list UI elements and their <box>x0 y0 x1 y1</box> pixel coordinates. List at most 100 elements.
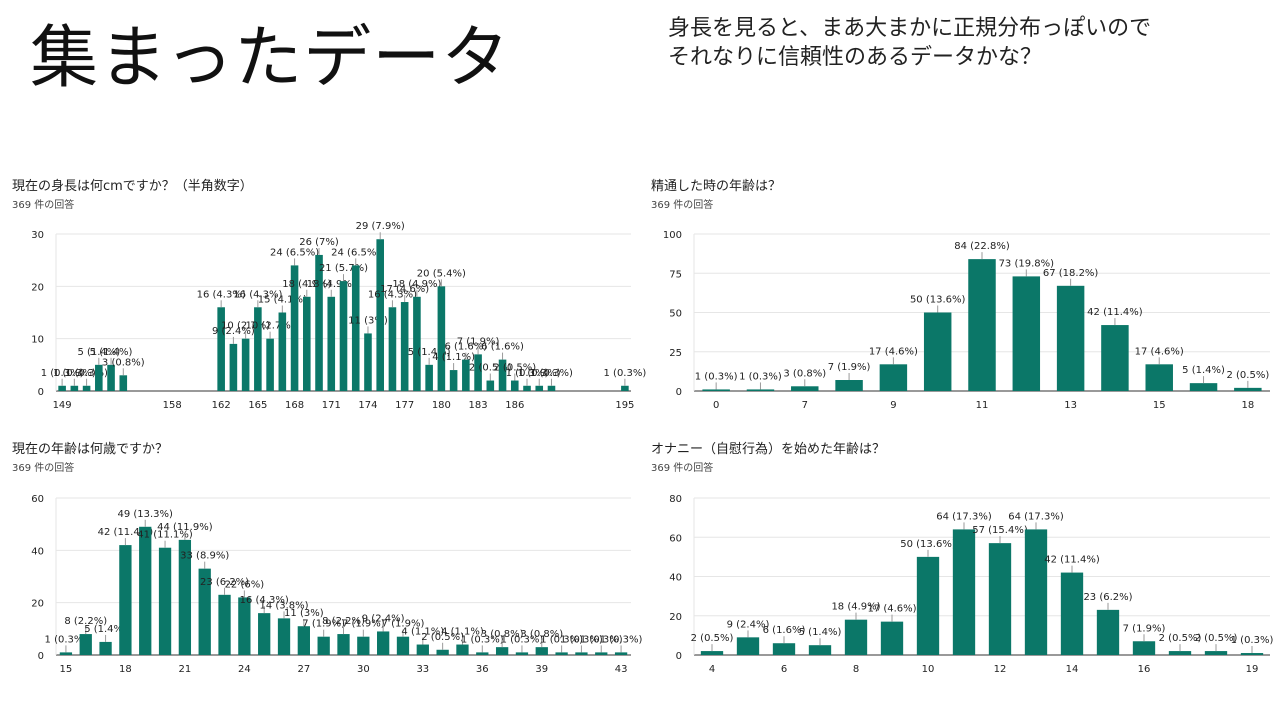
data-label: 21 (5.7%) <box>319 263 368 274</box>
data-label: 1 (0.3%) <box>739 371 782 382</box>
bar <box>178 539 192 655</box>
bar <box>462 359 470 391</box>
slide-comment: 身長を見ると、まあ大まかに正規分布っぽいので それなりに信頼性のあるデータかな？ <box>668 14 1151 72</box>
bar <box>59 652 73 655</box>
y-tick-label: 40 <box>669 573 682 584</box>
bar <box>486 380 495 391</box>
x-tick-label: 12 <box>994 664 1007 675</box>
bar <box>456 644 469 655</box>
bar <box>425 364 433 391</box>
bar <box>317 636 330 655</box>
bar <box>339 281 348 391</box>
data-label: 1 (0.3%) <box>604 368 647 379</box>
bar <box>523 385 531 391</box>
bar <box>241 338 250 391</box>
data-label: 1 (0.3%) <box>41 368 84 379</box>
data-label: 17 (4.6%) <box>1135 346 1184 357</box>
bar <box>844 619 868 655</box>
y-tick-label: 25 <box>669 348 682 359</box>
y-tick-label: 20 <box>31 282 44 293</box>
data-label: 84 (22.8%) <box>954 241 1010 252</box>
data-label: 1 (0.3%) <box>1231 635 1274 646</box>
y-tick-label: 40 <box>31 546 44 557</box>
data-label: 42 (11.4%) <box>1087 307 1143 318</box>
data-label: 4 (1.1%) <box>441 627 484 638</box>
bar <box>555 652 568 655</box>
bar <box>515 652 529 655</box>
bar <box>327 296 336 391</box>
data-label: 9 (2.4%) <box>212 326 255 337</box>
data-label: 7 (1.9%) <box>1123 623 1166 634</box>
bar <box>79 634 92 655</box>
data-label: 1 (0.3%) <box>540 634 583 645</box>
data-label: 7 (1.9%) <box>302 619 345 630</box>
data-label: 16 (4.3%) <box>368 289 417 300</box>
data-label: 1 (0.3%) <box>600 634 643 645</box>
data-label: 7 (1.9%) <box>342 619 385 630</box>
bar <box>377 631 390 655</box>
x-tick-label: 30 <box>357 664 370 675</box>
bar <box>700 651 724 655</box>
bar <box>880 621 904 655</box>
bar <box>1145 364 1173 391</box>
y-tick-label: 60 <box>31 494 44 505</box>
data-label: 1 (0.3%) <box>65 368 108 379</box>
data-label: 4 (1.1%) <box>401 627 444 638</box>
bar <box>746 389 775 391</box>
x-tick-label: 18 <box>119 664 132 675</box>
bar <box>702 389 730 391</box>
data-label: 16 (4.3%) <box>240 595 289 606</box>
bar <box>1012 276 1041 391</box>
bar <box>1234 387 1262 391</box>
current-age-chart-panel: 現在の年齢は何歳ですか？ 369 件の回答 <box>12 438 637 678</box>
x-tick-label: 19 <box>1246 664 1259 675</box>
bar <box>303 296 311 391</box>
data-label: 5 (1.4%) <box>90 347 133 358</box>
proficient-age-chart-panel: 精通した時の年齢は？ 369 件の回答 <box>651 175 1271 415</box>
data-label: 3 (0.8%) <box>520 629 563 640</box>
x-tick-label: 158 <box>163 400 182 411</box>
bar <box>290 265 299 391</box>
x-tick-label: 7 <box>802 400 808 411</box>
x-tick-label: 165 <box>248 400 267 411</box>
data-label: 5 (1.4%) <box>408 347 451 358</box>
bar <box>614 652 628 655</box>
data-label: 1 (0.3%) <box>695 371 738 382</box>
data-label: 44 (11.9%) <box>157 522 213 533</box>
bar <box>413 296 421 391</box>
bar <box>58 385 66 391</box>
data-label: 9 (2.4%) <box>362 613 405 624</box>
y-tick-label: 20 <box>669 612 682 623</box>
data-label: 3 (0.8%) <box>102 357 145 368</box>
data-label: 20 (5.4%) <box>417 268 466 279</box>
data-label: 8 (2.2%) <box>322 616 365 627</box>
data-label: 2 (0.5%) <box>421 632 464 643</box>
bar <box>575 652 588 655</box>
slide-title: 集まったデータ <box>30 19 511 98</box>
x-tick-label: 183 <box>469 400 488 411</box>
bar <box>266 338 274 391</box>
y-tick-label: 20 <box>31 599 44 610</box>
x-tick-label: 171 <box>322 400 341 411</box>
x-tick-label: 11 <box>976 400 989 411</box>
data-label: 1 (0.3%) <box>560 634 603 645</box>
first-masturbation-age-chart-panel: オナニー（自慰行為）を始めた年齢は？ 369 件の回答 <box>651 438 1271 678</box>
proficient-age-chart-subtitle: 369 件の回答 <box>651 200 714 211</box>
bar <box>107 364 115 391</box>
bar <box>82 385 91 391</box>
y-tick-label: 75 <box>669 269 682 280</box>
data-label: 24 (6.5%) <box>270 247 319 258</box>
y-tick-label: 60 <box>669 533 682 544</box>
y-tick-label: 100 <box>663 230 682 241</box>
bar <box>510 380 519 391</box>
first-masturbation-age-chart-title: オナニー（自慰行為）を始めた年齢は？ <box>651 442 886 457</box>
x-tick-label: 15 <box>1153 400 1166 411</box>
data-label: 7 (1.9%) <box>457 336 500 347</box>
data-label: 5 (1.4%) <box>1182 365 1225 376</box>
x-tick-label: 0 <box>713 400 719 411</box>
bar <box>198 568 211 655</box>
data-label: 10 (2.7%) <box>221 321 270 332</box>
x-tick-label: 39 <box>535 664 548 675</box>
